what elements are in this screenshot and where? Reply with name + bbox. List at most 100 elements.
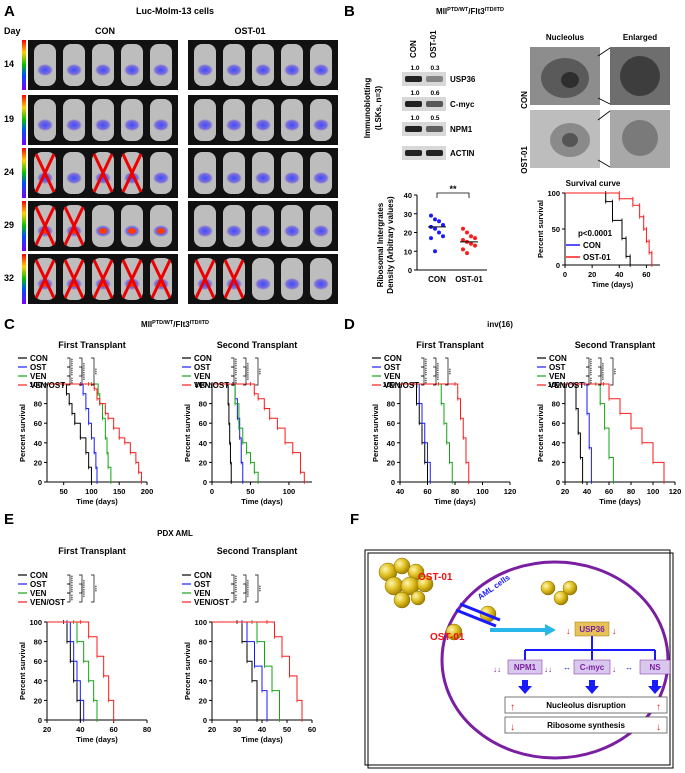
significance-stars: **** (425, 366, 431, 375)
luminescence-signal (226, 172, 242, 184)
down-arrows: ↓↓ (544, 665, 552, 674)
significance-stars: **** (602, 371, 608, 380)
survival-line-ven-ost (212, 621, 303, 720)
significance-stars: *** (71, 593, 77, 600)
legend-label: OST (194, 363, 211, 372)
legend-label: CON (194, 354, 212, 363)
significance-stars: **** (437, 362, 443, 371)
panel-letter-f: F (350, 511, 359, 528)
luminescence-signal (153, 119, 169, 131)
y-axis-label: Percent survival (536, 404, 545, 462)
survival-line-ost (212, 621, 268, 720)
significance-stars: **** (71, 583, 77, 592)
significance-stars: *** (71, 376, 77, 383)
significance-stars: **** (71, 574, 77, 583)
y-tick-label: 60 (199, 657, 207, 666)
significance-bracket (67, 357, 71, 368)
down-arrow: ↓ (656, 722, 661, 733)
luminescence-signal (313, 64, 329, 76)
data-point (473, 243, 477, 248)
deceased-mark (92, 259, 114, 299)
panel-letter-e: E (4, 511, 14, 528)
significance-stars: *** (95, 584, 101, 591)
y-axis-label: Percent survival (18, 404, 27, 462)
ost-label-bottom: OST-01 (430, 632, 465, 643)
x-tick-label: 0 (210, 487, 214, 496)
data-point (469, 234, 473, 239)
y-tick-label: 80 (34, 638, 42, 647)
ns-box (639, 659, 671, 675)
x-tick-label: 200 (141, 487, 154, 496)
up-arrow: ↑ (510, 702, 515, 713)
survival-line-ven-ost (212, 383, 305, 482)
npm1-label: NPM1 (514, 663, 537, 672)
day-label: Day (4, 26, 21, 36)
y-tick-label: 20 (34, 696, 42, 705)
significance-bracket (79, 366, 83, 386)
significance-stars: **** (590, 357, 596, 366)
interaction-arrow: ↔ (563, 663, 571, 672)
blot-ylabel-1: Immunoblotting (363, 78, 372, 139)
deceased-mark (194, 259, 216, 299)
significance-bracket (255, 574, 259, 603)
down-arrow: ↓ (566, 626, 571, 636)
luminescence-signal (124, 119, 140, 131)
npm1-box (507, 659, 543, 675)
x-axis-label: Time (days) (241, 735, 283, 744)
down-block-arrow (585, 680, 599, 694)
outcome2-box (504, 716, 668, 734)
blot-band (426, 76, 443, 82)
blot-band (426, 101, 443, 107)
luminescence-signal (255, 64, 271, 76)
significance-stars: **** (247, 579, 253, 588)
deceased-mark (121, 153, 143, 193)
y-axis-label: Percent survival (183, 642, 192, 700)
day-row-label: 19 (4, 114, 14, 124)
luminescence-signal (284, 64, 300, 76)
legend-label: VEN (549, 372, 566, 381)
significance-bracket (610, 357, 614, 386)
luminescence-hot (128, 228, 136, 234)
luminescence-hot (99, 228, 107, 234)
y-tick-label: 10 (404, 247, 412, 256)
legend-label: VEN (194, 589, 211, 598)
significance-bracket (91, 574, 95, 603)
panel-b: B MllPTD/WT/Flt3ITD/ITD Immunoblotting (… (344, 3, 670, 294)
ost01-particle (416, 575, 434, 593)
y-tick-label: 60 (387, 419, 395, 428)
legend-label: CON (384, 354, 402, 363)
x-axis-label: Time (days) (241, 497, 283, 506)
panel-letter-d: D (344, 316, 355, 333)
blot-label: USP36 (450, 75, 476, 84)
significance-stars: ** (449, 184, 457, 194)
outcome2-label: Ribosome synthesis (547, 721, 625, 730)
legend-label: OST (384, 363, 401, 372)
y-tick-label: 40 (387, 439, 395, 448)
em-nucleolus-dot-ost01 (562, 133, 578, 147)
legend-label: OST (30, 363, 47, 372)
color-scalebar (22, 201, 26, 251)
x-tick-label: 80 (451, 487, 459, 496)
y-tick-label: 100 (29, 618, 42, 627)
legend-label: VEN/OST (384, 381, 419, 390)
survival-line-con (47, 383, 92, 482)
significance-stars: *** (259, 584, 265, 591)
ost01-particle (445, 623, 463, 641)
up-arrow: ↑ (656, 702, 661, 713)
luminescence-hot (157, 228, 165, 234)
y-tick-label: 20 (199, 458, 207, 467)
x-tick-label: 80 (627, 487, 635, 496)
day-row-label: 14 (4, 59, 14, 69)
color-scalebar (22, 40, 26, 90)
blot-membrane (402, 122, 446, 136)
outcome1-label: Nucleolus disruption (546, 701, 626, 710)
legend-label: VEN (30, 589, 47, 598)
x-tick-label: 0 (563, 270, 567, 279)
blot-col-con: CON (409, 40, 418, 58)
legend-label: CON (194, 571, 212, 580)
y-tick-label: 40 (34, 677, 42, 686)
color-scalebar (22, 254, 26, 304)
data-point (469, 241, 473, 246)
panel-letter-b: B (344, 3, 355, 20)
significance-bracket (231, 592, 235, 603)
